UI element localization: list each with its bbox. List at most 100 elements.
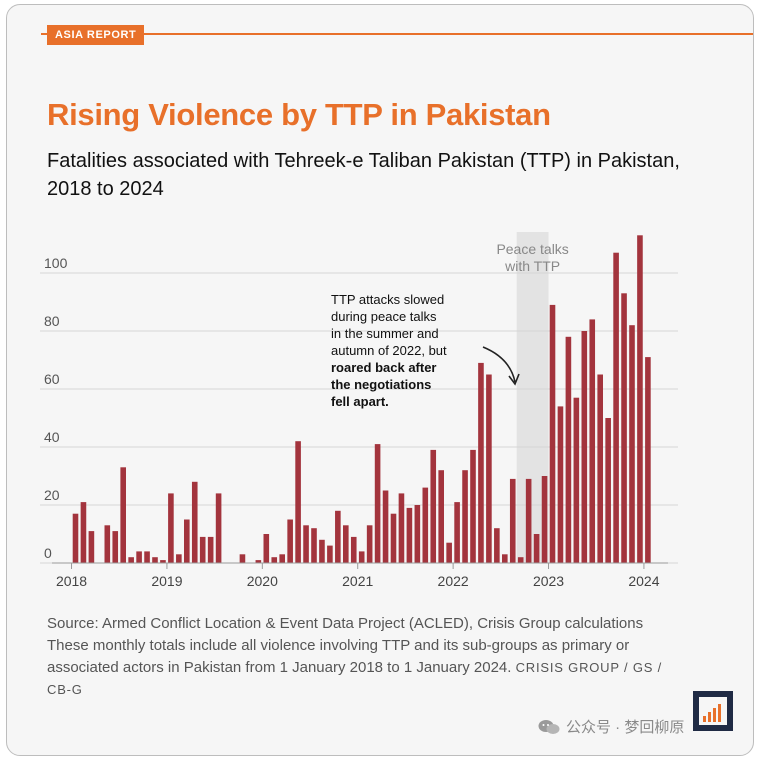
bar [295,441,301,563]
bar [462,470,468,563]
bars [72,235,651,564]
chart-subtitle: Fatalities associated with Tehreek-e Tal… [47,150,680,200]
bar [144,551,150,563]
y-tick-label: 0 [44,545,52,561]
y-axis-labels: 0 20 40 60 80 100 [44,255,68,561]
y-tick-label: 100 [44,255,68,271]
bar [358,551,365,563]
annotation-arrow [482,346,516,383]
bar [597,374,603,563]
bar [80,502,87,563]
watermark-text: 公众号 · 梦回柳原 [566,719,685,736]
bar [422,487,429,563]
y-tick-label: 20 [44,487,60,503]
bar [366,525,373,563]
bar [72,513,79,563]
bar [271,557,278,563]
bar [645,357,651,563]
bar [263,534,270,563]
bar [502,554,508,563]
crisis-group-logo [693,691,733,731]
bar [605,418,611,563]
bar [406,507,413,563]
bar [374,444,381,563]
bar [454,502,460,563]
bar [470,449,476,563]
bar [176,554,182,563]
bar [486,374,492,563]
bar [414,505,421,563]
bar [88,531,95,563]
bar [533,534,540,563]
x-axis: 2018 2019 2020 2021 2022 2023 2024 [52,562,668,589]
chart-title: Rising Violence by TTP in Pakistan [47,97,551,132]
bar [430,449,437,563]
bar [613,252,619,563]
bar [335,510,341,563]
x-tick-label: 2019 [151,573,182,589]
bar [343,525,349,563]
bar [350,536,357,563]
bar [494,528,500,563]
bar [152,557,158,563]
bar [621,293,627,563]
wechat-icon [538,720,560,734]
bar [637,235,643,564]
bar [136,551,142,563]
bar [239,554,246,563]
bar [191,481,198,563]
bar [517,557,524,563]
x-tick-label: 2018 [56,573,87,589]
bar [629,325,635,563]
bar [120,467,126,563]
bar [327,545,333,563]
bar [104,525,111,563]
bar [478,362,484,563]
bar [160,560,166,563]
source-text: Source: Armed Conflict Location & Event … [47,615,644,676]
header-rule [41,33,753,35]
y-tick-label: 40 [44,429,60,445]
bar [446,542,452,563]
bar [549,304,556,563]
x-tick-label: 2024 [628,573,659,589]
bar [581,331,588,563]
bar [112,531,119,563]
bar [382,490,389,563]
bar [398,493,405,563]
bar [311,528,317,563]
bar [128,557,134,563]
bar [573,397,580,563]
y-tick-label: 80 [44,313,60,329]
source-org: CRISIS GROUP / GS / CB-G [47,660,663,697]
bar [565,336,572,563]
bar [184,519,190,563]
report-tag: ASIA REPORT [47,25,145,45]
bar [541,476,548,563]
bar [168,493,174,563]
shade-label: Peace talks with TTP [496,241,568,274]
annotation-text: TTP attacks slowed during peace talks in t… [331,292,447,409]
source-note: Source: Armed Conflict Location & Event … [47,613,687,701]
bar [303,525,309,563]
y-tick-label: 60 [44,371,60,387]
bar [438,470,444,563]
bar [199,536,206,563]
bar [557,406,564,563]
bar [509,478,516,563]
bar [279,554,285,563]
bar [319,539,325,563]
bar [287,519,293,563]
x-tick-label: 2020 [247,573,278,589]
x-tick-label: 2023 [533,573,564,589]
bar [215,493,222,563]
bar [390,513,397,563]
annotation-arrowhead [508,373,520,386]
x-tick-label: 2022 [438,573,469,589]
x-tick-label: 2021 [342,573,373,589]
bar [255,560,262,563]
bar [207,536,214,563]
watermark: 公众号 · 梦回柳原 [538,716,684,737]
bar [589,319,596,563]
